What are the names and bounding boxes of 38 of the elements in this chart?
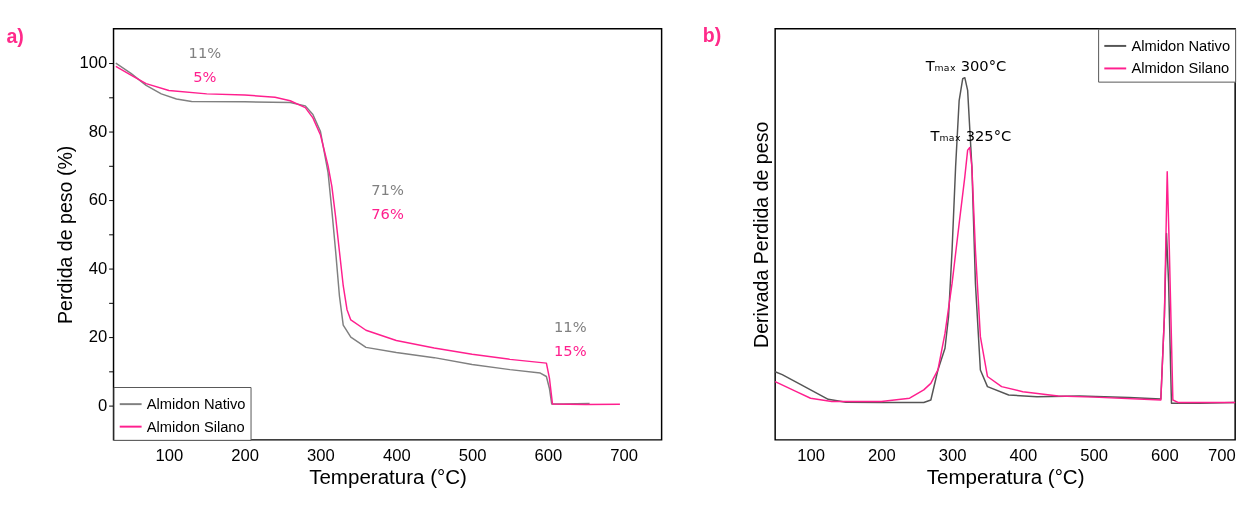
y-axis-title: Perdida de peso (%) — [53, 145, 76, 324]
y-tick-label: 60 — [88, 190, 108, 210]
x-tick-label: 700 — [1207, 445, 1236, 465]
y-axis-title: Derivada Perdida de peso — [749, 121, 772, 348]
legend-label: Almidon Silano — [1131, 60, 1230, 77]
x-tick-label: 100 — [797, 445, 825, 465]
annotation: Tₘₐₓ 300°C — [924, 56, 1007, 74]
annotation: 15% — [553, 341, 587, 359]
annotation: Tₘₐₓ 325°C — [929, 126, 1012, 144]
x-tick-label: 600 — [1150, 445, 1179, 465]
y-tick-label: 20 — [88, 327, 108, 347]
annotation: 71% — [371, 181, 404, 199]
x-axis-title: Temperatura (°C) — [926, 465, 1085, 489]
legend-label: Almidon Nativo — [1131, 37, 1231, 54]
chart-title: b) — [702, 24, 722, 47]
x-tick-label: 200 — [867, 445, 896, 465]
y-tick-label: 80 — [88, 121, 108, 141]
annotation: 76% — [371, 204, 404, 222]
x-tick-label: 700 — [610, 445, 639, 465]
legend-label: Almidon Silano — [146, 418, 245, 435]
x-tick-label: 400 — [382, 445, 411, 465]
annotation: 11% — [553, 318, 587, 336]
x-tick-label: 600 — [534, 445, 563, 465]
annotation: 11% — [188, 44, 222, 62]
x-axis-title: Temperatura (°C) — [309, 465, 467, 489]
legend-label: Almidon Nativo — [146, 396, 246, 413]
x-tick-label: 100 — [155, 445, 184, 465]
y-tick-label: 0 — [97, 395, 108, 415]
y-tick-label: 40 — [88, 258, 108, 278]
x-tick-label: 500 — [1080, 445, 1108, 465]
chart-title: a) — [6, 24, 24, 47]
x-tick-label: 300 — [938, 445, 967, 465]
x-tick-label: 300 — [307, 445, 335, 465]
y-tick-label: 100 — [79, 53, 108, 73]
x-tick-label: 200 — [231, 445, 260, 465]
x-tick-label: 400 — [1009, 445, 1038, 465]
annotation: 5% — [193, 67, 217, 85]
x-tick-label: 500 — [458, 445, 487, 465]
